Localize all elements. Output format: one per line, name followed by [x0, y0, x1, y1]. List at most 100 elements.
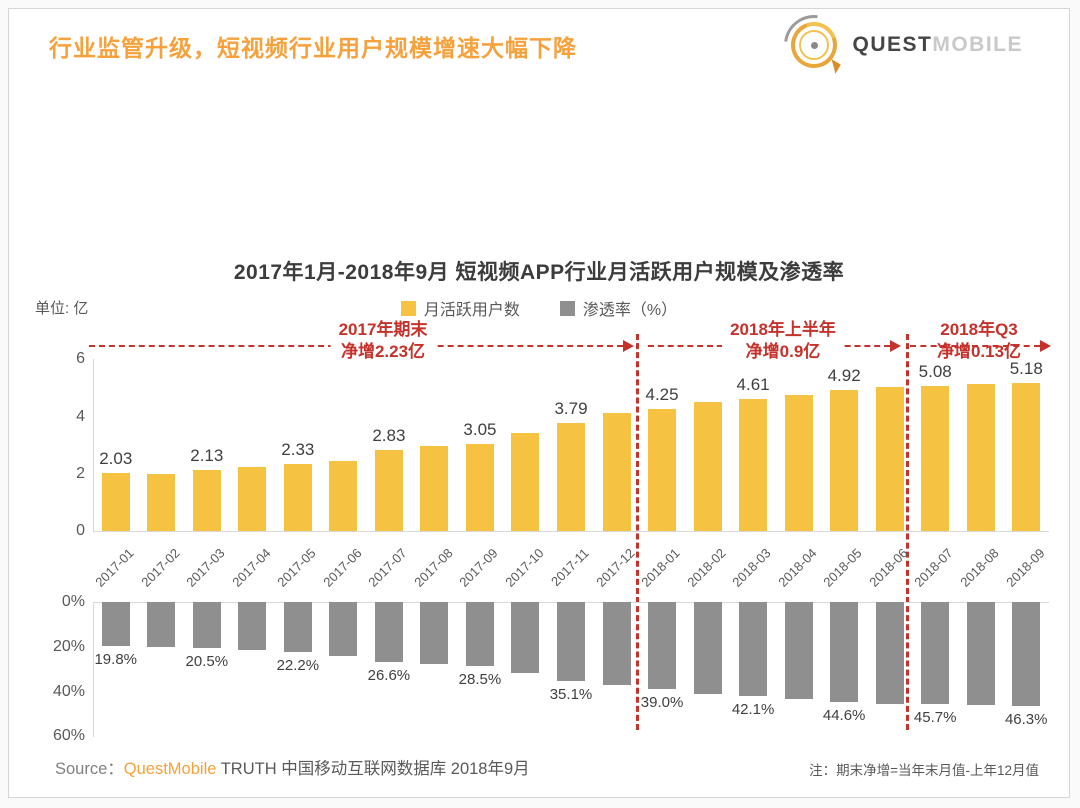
penetration-bar-2017-09 — [465, 602, 494, 666]
center-dot-icon — [810, 41, 818, 49]
penetration-value-label-2017-09: 28.5% — [458, 670, 502, 688]
y-tick-bottom-40%: 40% — [52, 682, 85, 700]
x-axis-label-2018-07: 2018-07 — [911, 545, 957, 590]
penetration-bar-2017-02 — [147, 602, 176, 647]
arrow-right-icon — [623, 340, 634, 352]
mau-bar-2018-08 — [966, 384, 995, 531]
legend-swatch-0 — [400, 300, 416, 316]
penetration-bar-2018-09 — [1012, 602, 1041, 706]
mau-bar-2017-12 — [602, 413, 631, 531]
y-tick-top-6: 6 — [76, 350, 85, 368]
mau-value-label-2017-09: 3.05 — [463, 419, 497, 439]
x-axis-label-2017-07: 2017-07 — [365, 545, 410, 590]
x-axis-label-2017-09: 2017-09 — [456, 545, 501, 590]
mau-bar-2018-09 — [1012, 382, 1041, 531]
penetration-bar-2018-01 — [648, 602, 677, 690]
penetration-bar-2018-06 — [875, 602, 904, 704]
mau-bar-2018-05 — [830, 390, 859, 531]
penetration-value-label-2017-07: 26.6% — [367, 666, 411, 684]
mau-bar-2018-07 — [921, 385, 950, 531]
unit-label: 单位: 亿 — [35, 300, 89, 317]
legend-label-0: 月活跃用户数 — [423, 302, 520, 319]
mau-bar-2017-08 — [420, 446, 449, 531]
x-axis-label-2017-02: 2017-02 — [137, 545, 183, 590]
mau-bar-2017-11 — [557, 422, 585, 531]
annotation-2017: 2017年期末 净增2.23亿 — [330, 319, 436, 363]
mau-bar-2018-03 — [739, 399, 768, 531]
y-tick-bottom-60%: 60% — [52, 727, 85, 745]
divider-line-2018-start — [636, 334, 639, 730]
legend-label-1: 渗透率（%） — [582, 302, 678, 319]
arrow-right-icon — [1040, 340, 1051, 352]
penetration-bar-2017-04 — [238, 602, 267, 651]
x-axis-label-2017-10: 2017-10 — [502, 545, 547, 590]
x-axis-label-2017-11: 2017-11 — [548, 545, 592, 590]
source-rest: TRUTH 中国移动互联网数据库 2018年9月 — [216, 760, 530, 778]
x-axis-label-2017-03: 2017-03 — [183, 545, 228, 590]
penetration-bar-2017-05 — [283, 602, 312, 652]
chart-plot-area: 6 4 2 0 0% 20% 40% 60% 2.03 19.8% 2017-01 2017-02 2.… — [9, 9, 1069, 797]
annotation-dash-line-2018q3 — [910, 345, 1040, 347]
x-axis-label-2018-05: 2018-05 — [820, 545, 866, 590]
penetration-value-label-2018-03: 42.1% — [731, 701, 775, 719]
x-axis-label-2017-06: 2017-06 — [319, 545, 365, 590]
mau-bar-2018-04 — [784, 395, 813, 531]
footnote: 注：期末净增=当年末月值-上年12月值 — [809, 763, 1039, 778]
mau-bar-2018-06 — [875, 386, 904, 531]
annotation-2018q3-line2: 净增0.13亿 — [936, 342, 1022, 361]
mau-bar-2017-03 — [192, 470, 221, 531]
mau-value-label-2017-05: 2.33 — [281, 440, 315, 460]
mau-bar-2017-01 — [101, 472, 130, 531]
penetration-value-label-2017-05: 22.2% — [276, 656, 320, 674]
penetration-bar-2018-07 — [921, 602, 950, 705]
penetration-bar-2018-03 — [739, 602, 768, 697]
x-axis-label-2018-04: 2018-04 — [775, 545, 820, 590]
penetration-bar-2017-07 — [374, 602, 403, 662]
inner-ring-icon — [799, 30, 830, 60]
y-tick-bottom-0%: 0% — [61, 593, 85, 610]
x-axis-label-2018-03: 2018-03 — [729, 545, 775, 590]
mau-bar-2017-05 — [283, 464, 312, 531]
mau-bar-2017-06 — [329, 460, 358, 531]
mau-bar-2018-02 — [693, 402, 722, 531]
mau-value-label-2018-07: 5.08 — [918, 361, 952, 381]
questmobile-logo: QUESTMOBILE — [772, 2, 1023, 88]
x-axis-label-2017-08: 2017-08 — [411, 545, 456, 590]
mau-value-label-2018-05: 4.92 — [827, 366, 861, 386]
penetration-bar-2018-02 — [693, 602, 722, 694]
penetration-bar-2017-03 — [192, 602, 221, 648]
mau-bar-2017-04 — [238, 466, 267, 531]
mau-bar-2017-02 — [147, 474, 176, 531]
source-brand: QuestMobile — [123, 760, 217, 778]
x-axis-label-2017-01: 2017-01 — [92, 545, 137, 590]
mau-bar-2017-07 — [374, 450, 403, 531]
x-axis-baseline-bottom — [93, 602, 1049, 603]
mau-value-label-2017-01: 2.03 — [99, 448, 133, 468]
x-axis-label-2018-06: 2018-06 — [866, 545, 911, 590]
annotation-2018h1-line2: 净增0.9亿 — [745, 342, 821, 361]
mau-value-label-2018-03: 4.61 — [736, 375, 770, 395]
y-tick-top-4: 4 — [76, 407, 85, 425]
y-tick-top-2: 2 — [76, 464, 85, 482]
penetration-value-label-2017-11: 35.1% — [549, 685, 593, 703]
source-line: Source：QuestMobile TRUTH 中国移动互联网数据库 2018… — [55, 755, 530, 779]
x-axis-label-2017-04: 2017-04 — [228, 545, 274, 590]
legend-item-0: 月活跃用户数 — [400, 296, 520, 320]
penetration-bar-2017-08 — [420, 602, 449, 665]
logo-quest-text: QUEST — [852, 33, 933, 56]
penetration-bar-2017-12 — [602, 602, 631, 685]
penetration-bar-2018-05 — [830, 602, 859, 702]
y-axis-top — [93, 359, 94, 531]
annotation-2017-line1: 2017年期末 — [338, 320, 428, 339]
mau-value-label-2017-07: 2.83 — [372, 426, 406, 446]
mau-bar-2017-10 — [511, 433, 540, 531]
x-axis-label-2017-12: 2017-12 — [593, 545, 638, 590]
annotation-2018q3: 2018年Q3 净增0.13亿 — [937, 319, 1021, 363]
y-axis-bottom — [93, 602, 94, 737]
page-title: 行业监管升级，短视频行业用户规模增速大幅下降 — [49, 35, 577, 61]
slide-page: 行业监管升级，短视频行业用户规模增速大幅下降 QUESTMOBILE 2017年… — [8, 2, 1070, 798]
y-tick-top-0: 0 — [76, 522, 85, 539]
penetration-bar-2018-08 — [966, 602, 995, 706]
penetration-value-label-2018-09: 46.3% — [1004, 710, 1048, 728]
x-axis-label-2018-09: 2018-09 — [1002, 545, 1048, 590]
